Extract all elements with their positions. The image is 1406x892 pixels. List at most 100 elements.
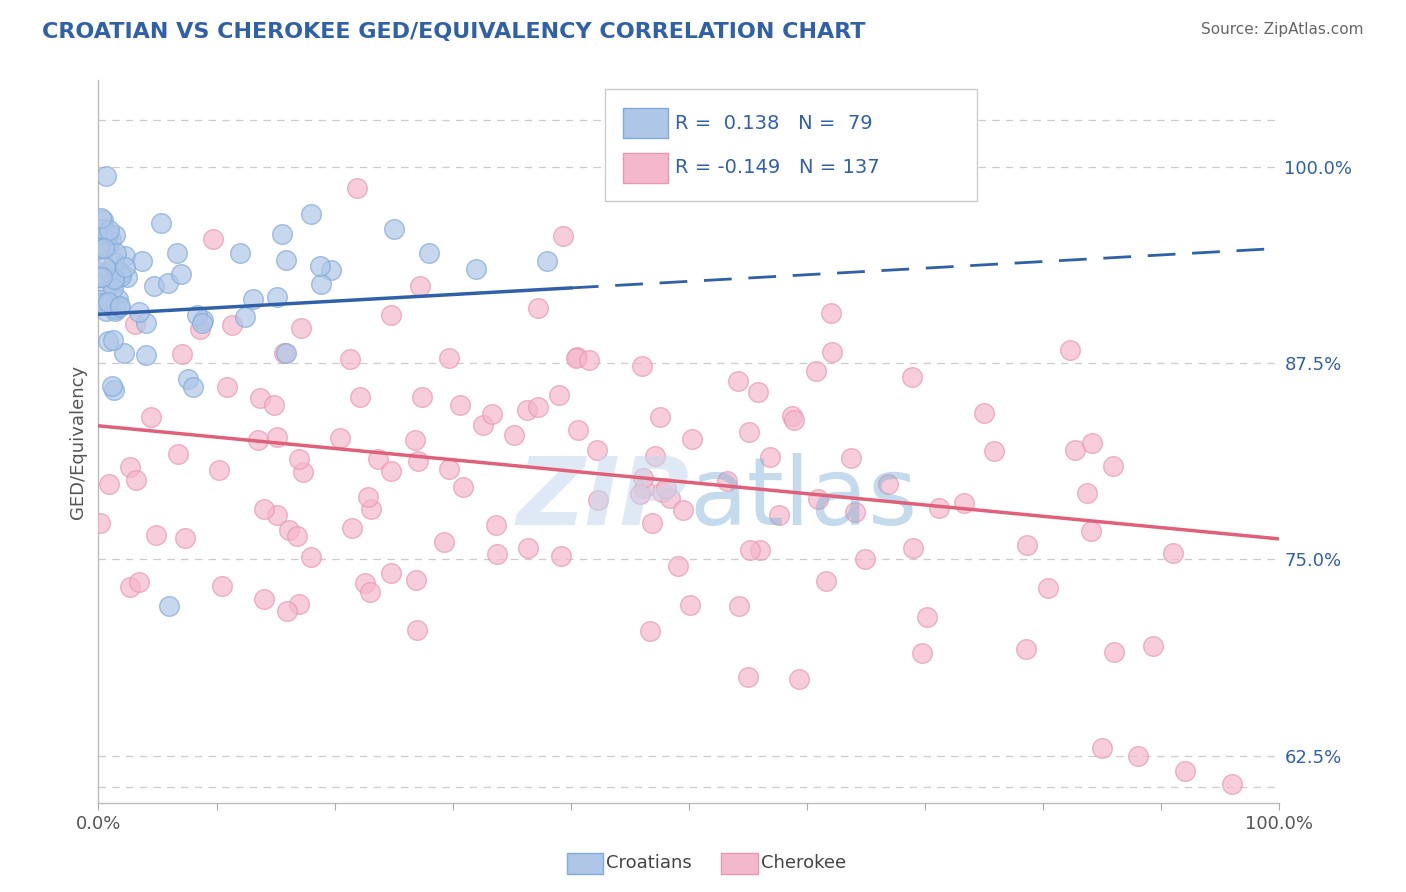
Point bbox=[553, 229, 575, 244]
Point bbox=[820, 306, 842, 320]
Point bbox=[104, 245, 127, 260]
Point bbox=[124, 473, 146, 487]
Point bbox=[681, 432, 703, 446]
Point bbox=[517, 541, 540, 556]
Point bbox=[299, 549, 322, 564]
Point bbox=[100, 277, 122, 291]
Point bbox=[273, 346, 295, 360]
Point bbox=[266, 290, 288, 304]
Point bbox=[103, 255, 125, 269]
Point bbox=[633, 471, 655, 485]
Point bbox=[737, 670, 759, 684]
Point bbox=[115, 270, 138, 285]
Point bbox=[405, 573, 427, 587]
Point bbox=[1059, 343, 1081, 358]
Point bbox=[114, 249, 136, 263]
Point bbox=[201, 232, 224, 246]
Point bbox=[349, 390, 371, 404]
Point bbox=[1104, 645, 1126, 659]
Point bbox=[1015, 538, 1038, 552]
Point bbox=[93, 298, 115, 312]
Point bbox=[357, 490, 380, 504]
Point bbox=[437, 462, 460, 476]
Point bbox=[277, 523, 299, 537]
Point bbox=[339, 352, 361, 367]
Point bbox=[787, 673, 810, 687]
Point bbox=[181, 379, 204, 393]
Point bbox=[135, 317, 157, 331]
Point bbox=[101, 281, 124, 295]
Point bbox=[135, 348, 157, 362]
Text: atlas: atlas bbox=[689, 453, 917, 545]
Point bbox=[93, 242, 115, 256]
Point bbox=[1081, 435, 1104, 450]
Point bbox=[266, 430, 288, 444]
Point bbox=[97, 226, 120, 240]
Point bbox=[783, 412, 806, 426]
Point bbox=[285, 529, 308, 543]
Point bbox=[485, 547, 508, 561]
Point bbox=[93, 260, 115, 275]
Point bbox=[166, 246, 188, 260]
Point bbox=[567, 423, 589, 437]
Point bbox=[97, 477, 120, 491]
Point bbox=[631, 359, 654, 373]
Point bbox=[1174, 764, 1197, 779]
Point bbox=[145, 528, 167, 542]
Point bbox=[246, 433, 269, 447]
Point bbox=[418, 246, 440, 260]
Point bbox=[249, 391, 271, 405]
Point bbox=[917, 609, 939, 624]
Point bbox=[565, 350, 588, 364]
Point bbox=[94, 298, 117, 312]
Point bbox=[149, 216, 172, 230]
Point bbox=[105, 301, 128, 316]
Point bbox=[901, 541, 924, 555]
Point bbox=[815, 574, 838, 588]
Point bbox=[93, 267, 115, 281]
Point bbox=[98, 223, 121, 237]
Point bbox=[633, 481, 655, 495]
Point bbox=[173, 531, 195, 545]
Point bbox=[659, 491, 682, 506]
Point bbox=[103, 383, 125, 397]
Point bbox=[679, 598, 702, 612]
Point bbox=[716, 475, 738, 489]
Point bbox=[110, 266, 132, 280]
Point bbox=[550, 549, 572, 563]
Point bbox=[748, 542, 770, 557]
Point bbox=[747, 385, 769, 400]
Point bbox=[820, 344, 842, 359]
Point bbox=[89, 270, 111, 285]
Point bbox=[229, 246, 252, 260]
Point bbox=[288, 597, 311, 611]
Point bbox=[380, 566, 402, 580]
Point bbox=[91, 221, 114, 235]
Text: R = -0.149   N = 137: R = -0.149 N = 137 bbox=[675, 158, 880, 178]
Point bbox=[471, 417, 494, 432]
Point bbox=[877, 476, 900, 491]
Text: R =  0.138   N =  79: R = 0.138 N = 79 bbox=[675, 113, 873, 133]
Point bbox=[101, 333, 124, 347]
Point bbox=[1102, 458, 1125, 473]
Point bbox=[110, 299, 132, 313]
Point bbox=[299, 207, 322, 221]
Point bbox=[672, 503, 695, 517]
Point bbox=[166, 447, 188, 461]
Point bbox=[266, 508, 288, 523]
Point bbox=[170, 346, 193, 360]
Point bbox=[309, 259, 332, 273]
Point bbox=[727, 374, 749, 388]
Point bbox=[96, 239, 118, 253]
Point bbox=[928, 500, 950, 515]
Text: Source: ZipAtlas.com: Source: ZipAtlas.com bbox=[1201, 22, 1364, 37]
Point bbox=[437, 351, 460, 365]
Point bbox=[432, 535, 454, 549]
Point bbox=[221, 318, 243, 333]
Point bbox=[340, 521, 363, 535]
Point bbox=[578, 353, 600, 368]
Point bbox=[120, 460, 142, 475]
Point bbox=[103, 272, 125, 286]
Point bbox=[588, 492, 610, 507]
Point bbox=[110, 269, 132, 284]
